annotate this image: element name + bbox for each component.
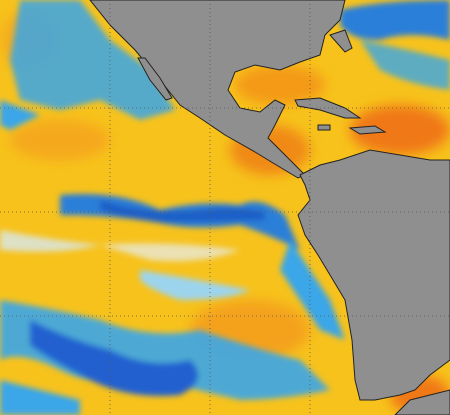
land: [89, 0, 450, 415]
